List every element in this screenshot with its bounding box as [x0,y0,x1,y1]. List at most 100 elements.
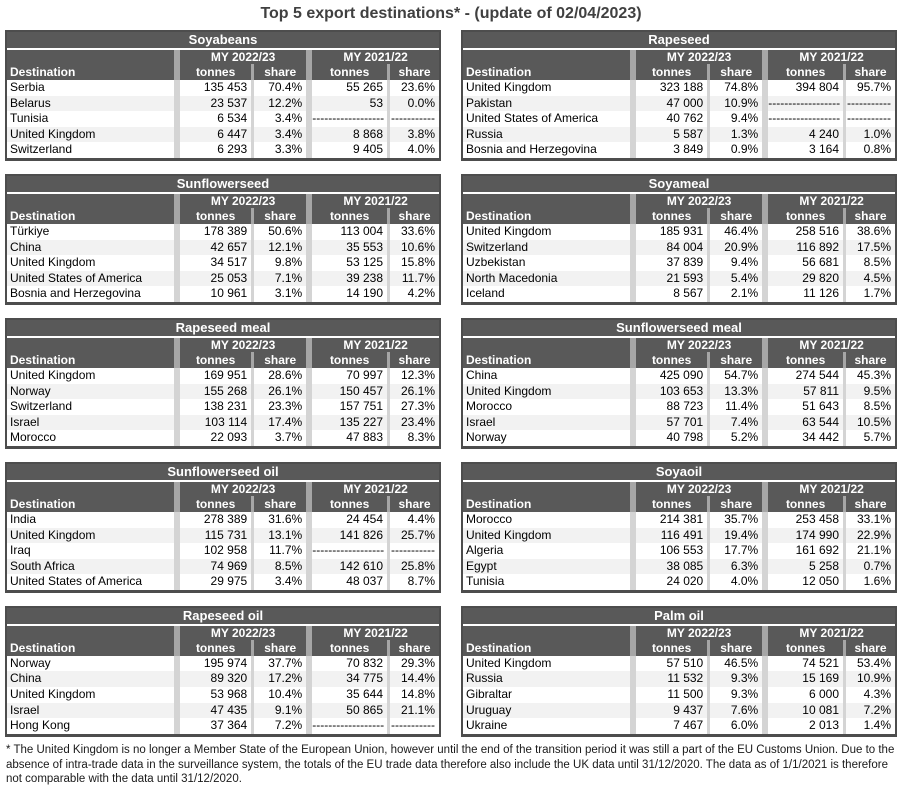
share-2021-22-cell: 3.8% [407,126,435,141]
column-divider [387,527,390,544]
destination-cell: United Kingdom [466,655,552,670]
column-spacer [306,286,313,302]
column-divider [251,558,255,575]
tonnes-header: tonnes [785,352,826,367]
tonnes-2022-23-cell: 103 114 [204,414,248,429]
table-row: Tunisia 6 534 3.4% ------------------ ------… [7,111,439,127]
share-2022-23-cell: 37.7% [268,655,303,670]
column-spacer [630,255,636,271]
share-2022-23-cell: 9.3% [730,687,759,702]
destination-cell: Hong Kong [10,718,71,733]
column-divider [707,639,711,656]
destination-header: Destination [10,640,76,655]
column-divider [251,255,255,271]
table-soyaoil: Soyaoil Destination MY 2022/23 MY 2021/2… [461,461,897,593]
column-spacer [306,527,313,544]
column-divider [251,80,255,96]
tonnes-2021-22-cell: 53 [369,95,383,110]
share-2022-23-cell: 19.4% [724,527,759,542]
share-2021-22-cell: 10.5% [856,414,891,429]
tonnes-2021-22-cell: ------------------ [312,111,385,126]
column-spacer [306,511,313,528]
column-divider [843,639,846,656]
share-2022-23-cell: 74.8% [724,80,759,94]
column-divider [843,351,846,368]
tonnes-2022-23-cell: 37 364 [210,718,248,733]
share-2021-22-cell: ----------- [847,95,891,110]
tonnes-2021-22-cell: 56 681 [802,255,839,270]
my-2022-23-header: MY 2022/23 [210,481,276,496]
tonnes-2021-22-cell: 8 868 [352,126,383,141]
destination-cell: India [10,511,37,526]
share-2021-22-cell: 8.5% [863,399,891,414]
tonnes-header: tonnes [329,640,370,655]
column-spacer [630,223,636,240]
tonnes-2021-22-cell: ------------------ [312,543,385,558]
tonnes-2022-23-cell: 178 389 [203,223,248,238]
column-divider [707,430,711,446]
column-divider [251,639,255,656]
table-body: Norway 195 974 37.7% 70 832 29.3% China 89 320… [7,655,439,734]
column-spacer [762,95,769,112]
table-row: Tunisia 24 020 4.0% 12 050 1.6% [463,574,895,590]
share-2022-23-cell: 10.4% [268,687,303,702]
tonnes-2021-22-cell: 14 190 [346,286,383,301]
tonnes-2021-22-cell: 63 544 [802,414,839,429]
column-spacer [174,718,180,734]
column-divider [387,223,390,240]
table-header: Destination MY 2022/23 MY 2021/22 tonnes… [7,50,439,80]
share-2022-23-cell: 3.4% [274,126,303,141]
tonnes-2022-23-cell: 11 532 [667,671,704,686]
tonnes-header: tonnes [651,640,692,655]
column-divider [707,671,711,688]
table-header: Destination MY 2022/23 MY 2021/22 tonnes… [463,193,895,224]
tonnes-2021-22-cell: 57 811 [803,383,839,398]
table-title: Rapeseed [463,32,895,50]
tonnes-2021-22-cell: 2 013 [808,718,839,733]
share-2021-22-cell: 33.6% [400,223,435,238]
column-divider [843,126,846,143]
column-spacer [762,574,769,590]
share-2021-22-cell: 4.3% [863,687,891,702]
share-2022-23-cell: 9.1% [274,702,303,717]
table-row: United States of America 29 975 3.4% 48 037… [7,574,439,590]
destination-cell: United Kingdom [466,223,552,238]
destination-cell: South Africa [10,558,75,573]
share-2021-22-cell: 21.1% [856,543,891,558]
column-spacer [174,286,180,302]
share-2022-23-cell: 0.9% [730,142,759,157]
tonnes-header: tonnes [651,208,692,223]
column-divider [251,286,255,302]
column-spacer [762,223,769,240]
my-2022-23-header: MY 2022/23 [210,337,276,352]
table-title: Rapeseed oil [7,607,439,626]
tonnes-header: tonnes [195,352,236,367]
column-spacer [630,142,636,158]
column-spacer [630,671,636,688]
share-2022-23-cell: 4.0% [730,574,759,589]
tonnes-2021-22-cell: 142 610 [339,558,383,573]
tonnes-2022-23-cell: 38 085 [666,558,704,573]
column-spacer [174,111,180,127]
column-spacer [306,671,313,688]
destination-cell: Switzerland [466,239,529,254]
table-sunflowerseed: Sunflowerseed Destination MY 2022/23 MY … [5,173,441,305]
column-divider [387,239,390,256]
table-body: United Kingdom 323 188 74.8% 394 804 95.7% Pa… [463,80,895,158]
share-2021-22-cell: 33.1% [856,511,891,526]
column-divider [843,239,846,256]
share-2022-23-cell: 20.9% [724,239,759,254]
share-2022-23-cell: 10.9% [724,95,759,110]
column-spacer [174,95,180,112]
column-divider [843,95,846,112]
share-header: share [264,640,297,655]
column-spacer [630,702,636,719]
column-spacer [762,142,769,158]
column-spacer [630,383,636,400]
my-2021-22-header: MY 2021/22 [343,625,408,640]
share-2021-22-cell: 25.7% [400,527,435,542]
tonnes-2022-23-cell: 214 381 [659,511,704,526]
destination-header: Destination [10,352,76,367]
tonnes-2021-22-cell: 35 553 [346,239,383,254]
column-divider [843,655,846,672]
